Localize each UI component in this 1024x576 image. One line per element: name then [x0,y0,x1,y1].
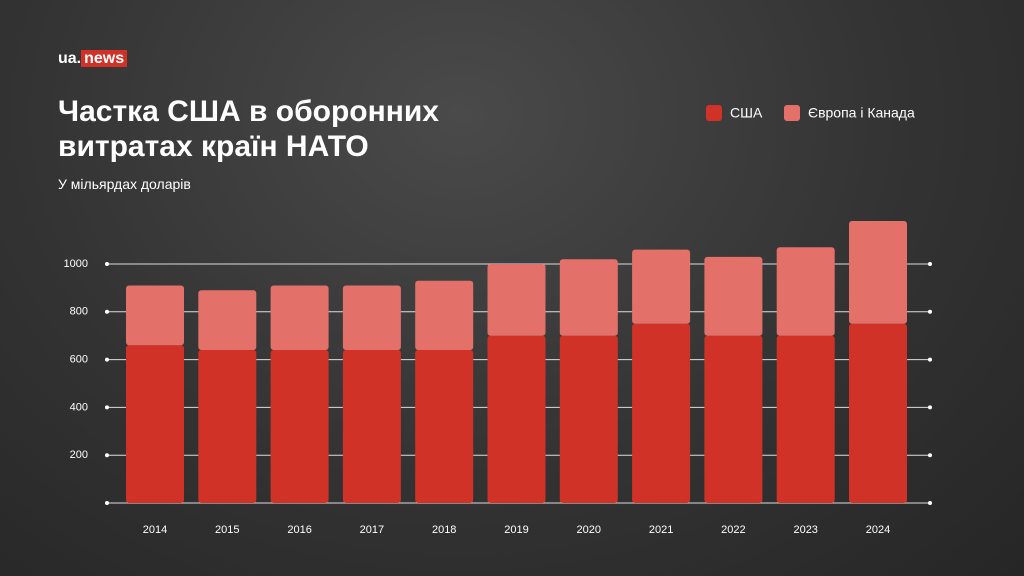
grid-dot [928,357,932,362]
bar-segment [632,323,691,503]
y-tick-label: 600 [70,354,88,366]
bar-segment [849,323,907,503]
grid-dot [105,309,109,314]
bar-segment [704,335,763,503]
logo-prefix: ua. [58,50,82,67]
bar-segment [270,350,329,503]
x-tick-label: 2022 [721,524,745,536]
bar-segment [704,256,763,336]
legend-label: США [730,105,763,121]
y-tick-label: 800 [70,306,88,318]
x-tick-label: 2023 [793,524,817,536]
legend-swatch [706,105,722,121]
bar-segment [342,350,401,503]
x-tick-label: 2014 [143,524,167,536]
x-tick-label: 2021 [649,524,673,536]
legend-label: Європа і Канада [808,105,915,121]
bar-segment [342,285,401,351]
x-tick-label: 2024 [866,524,890,536]
grid-dot [105,357,109,362]
bar-segment [559,335,618,503]
bar-segment [487,264,546,336]
grid-dot [105,405,109,410]
y-tick-label: 400 [70,401,88,413]
x-tick-label: 2018 [432,524,456,536]
bar-segment [198,290,257,351]
bar-segment [559,259,618,336]
x-tick-label: 2019 [504,524,528,536]
legend-swatch [784,105,800,121]
bar-segment [126,345,184,503]
grid-dot [928,309,932,314]
axis-dot [928,501,932,505]
logo-suffix: news [81,50,128,67]
bar-segment [776,335,835,503]
chart-title: Частка США в оборонних витратах країн НА… [58,95,439,163]
grid-dot [928,453,932,458]
x-tick-label: 2016 [287,524,311,536]
y-tick-label: 200 [70,449,88,461]
x-tick-label: 2017 [360,524,384,536]
logo: ua. news [58,50,128,68]
bar-segment [849,220,907,324]
bar-segment [487,335,546,503]
grid-dot [105,262,109,266]
y-tick-label: 1000 [64,258,88,270]
x-tick-label: 2015 [215,524,239,536]
x-tick-label: 2020 [577,524,601,536]
bar-segment [270,285,329,351]
bar-segment [776,247,835,336]
bar-segment [198,350,257,503]
axis-dot [105,501,109,505]
grid-dot [105,453,109,458]
bar-segment [632,249,691,324]
grid-dot [928,405,932,410]
bar-segment [415,280,474,351]
bar-segment [415,350,474,503]
bar-segment [126,285,184,346]
chart-subtitle: У мільярдах доларів [58,176,191,192]
grid-dot [928,262,932,266]
